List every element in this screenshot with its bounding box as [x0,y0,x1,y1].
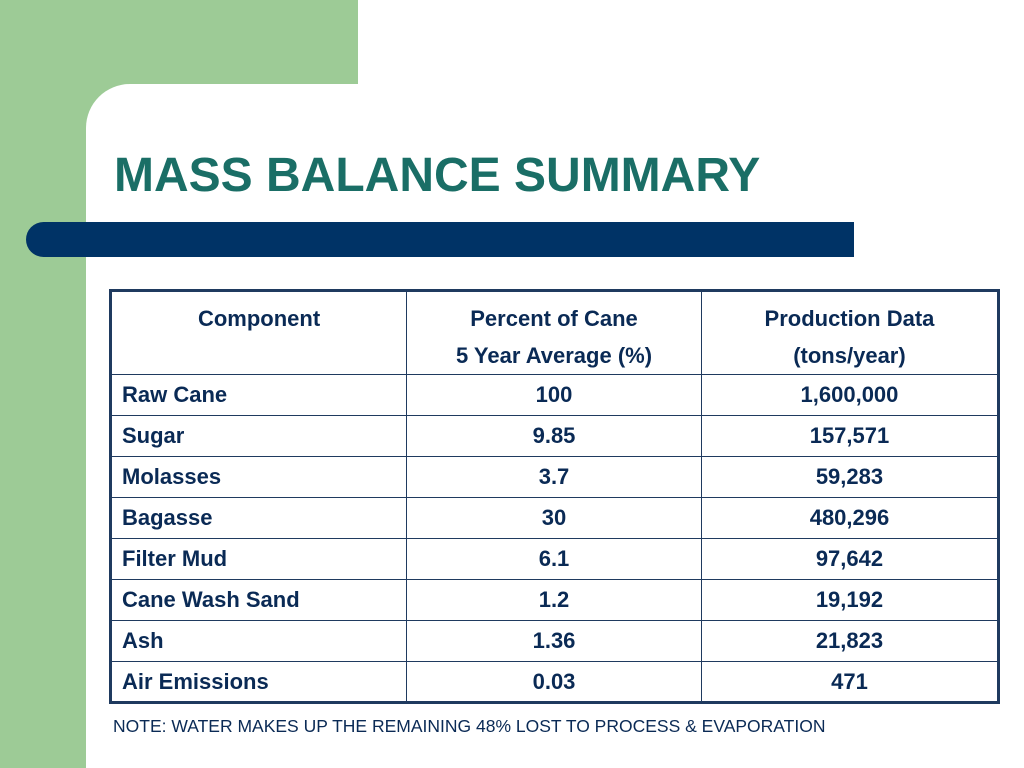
table-row: Molasses 3.7 59,283 [109,456,1000,498]
cell-production: 19,192 [700,579,1000,621]
cell-percent: 3.7 [406,456,702,498]
header-production-line2: (tons/year) [793,343,906,368]
cell-component: Bagasse [109,497,408,539]
header-percent-line2: 5 Year Average (%) [455,343,653,368]
cell-percent: 100 [406,374,702,416]
cell-percent: 9.85 [406,415,702,457]
cell-production: 471 [700,661,1000,703]
cell-component: Ash [109,620,408,662]
cell-production: 1,600,000 [700,374,1000,416]
cell-component: Molasses [109,456,408,498]
table-row: Air Emissions 0.03 471 [109,661,1000,703]
header-percent-line1: Percent of Cane [470,306,638,331]
cell-percent: 30 [406,497,702,539]
cell-component: Sugar [109,415,408,457]
cell-component: Raw Cane [109,374,408,416]
header-production-line1: Production Data [764,306,935,331]
table-row: Filter Mud 6.1 97,642 [109,538,1000,580]
mass-balance-table: Component Percent of Cane 5 Year Average… [109,289,1000,704]
table-row: Sugar 9.85 157,571 [109,415,1000,457]
table-header-row: Component Percent of Cane 5 Year Average… [109,290,1000,375]
cell-component: Filter Mud [109,538,408,580]
cell-production: 97,642 [700,538,1000,580]
cell-percent: 1.36 [406,620,702,662]
title-underline-bar [26,222,854,257]
footnote: NOTE: WATER MAKES UP THE REMAINING 48% L… [113,716,826,736]
cell-production: 480,296 [700,497,1000,539]
header-component-line1: Component [197,306,321,331]
cell-percent: 1.2 [406,579,702,621]
mass-balance-table-container: Component Percent of Cane 5 Year Average… [109,289,1000,704]
table-row: Bagasse 30 480,296 [109,497,1000,539]
cell-production: 157,571 [700,415,1000,457]
slide-title: MASS BALANCE SUMMARY [114,149,761,202]
cell-percent: 6.1 [406,538,702,580]
cell-percent: 0.03 [406,661,702,703]
table-row: Cane Wash Sand 1.2 19,192 [109,579,1000,621]
header-percent: Percent of Cane 5 Year Average (%) [406,290,702,375]
header-production: Production Data (tons/year) [700,290,1000,375]
header-component: Component [109,290,408,375]
cell-component: Air Emissions [109,661,408,703]
cell-component: Cane Wash Sand [109,579,408,621]
cell-production: 21,823 [700,620,1000,662]
table-row: Ash 1.36 21,823 [109,620,1000,662]
cell-production: 59,283 [700,456,1000,498]
table-row: Raw Cane 100 1,600,000 [109,374,1000,416]
